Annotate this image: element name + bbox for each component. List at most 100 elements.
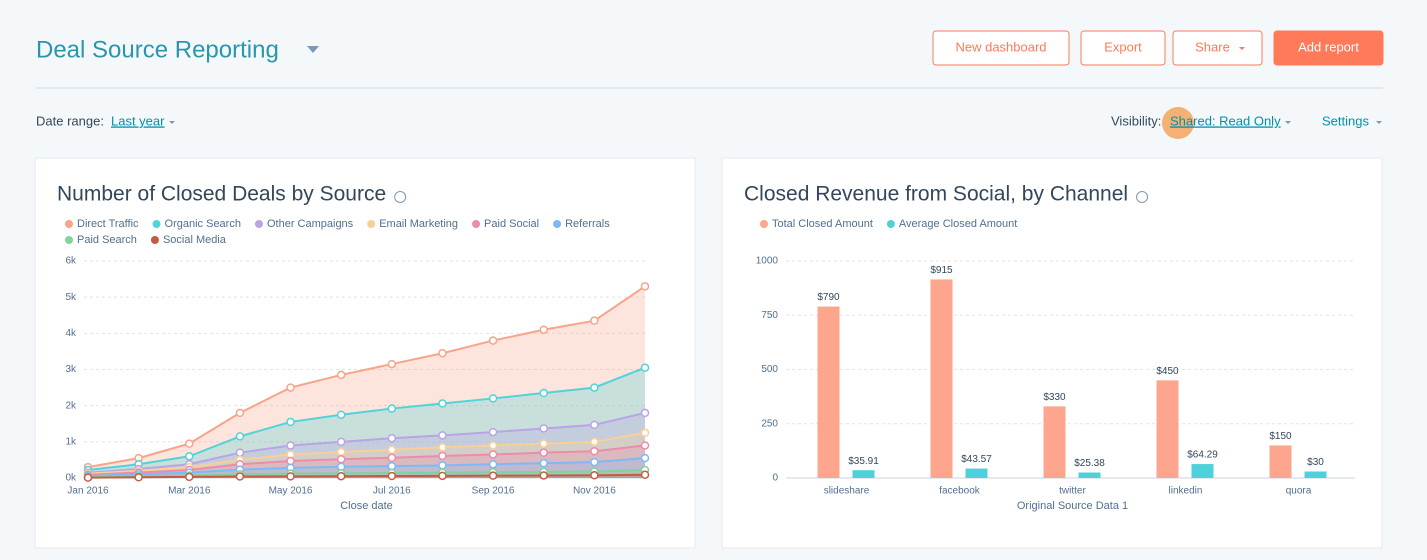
x-tick-label: linkedin <box>1169 486 1203 497</box>
button-label[interactable]: Export <box>1104 39 1142 54</box>
data-point[interactable] <box>336 370 346 380</box>
series-line <box>87 457 646 477</box>
data-point[interactable] <box>590 420 599 430</box>
data-point[interactable] <box>640 453 650 463</box>
data-point[interactable] <box>539 471 548 480</box>
data-point[interactable] <box>387 445 397 455</box>
bar[interactable] <box>1043 406 1066 478</box>
data-point[interactable] <box>488 471 498 480</box>
data-point[interactable] <box>590 383 599 392</box>
data-point[interactable] <box>488 394 498 403</box>
button[interactable] <box>1273 30 1384 66</box>
data-point[interactable] <box>438 348 447 358</box>
legend-dot <box>152 220 161 228</box>
x-axis-title: Original Source Data 1 <box>1017 500 1128 512</box>
data-point[interactable] <box>336 454 346 464</box>
bar[interactable] <box>930 279 953 478</box>
data-point[interactable] <box>488 336 498 345</box>
data-point[interactable] <box>488 441 498 450</box>
data-point[interactable] <box>438 461 447 470</box>
data-point[interactable] <box>336 437 346 447</box>
bar[interactable] <box>852 470 875 478</box>
data-point[interactable] <box>539 325 548 334</box>
data-point[interactable] <box>235 408 245 418</box>
data-point[interactable] <box>590 446 599 456</box>
data-point[interactable] <box>438 471 447 481</box>
data-point[interactable] <box>488 450 498 459</box>
data-point[interactable] <box>590 437 599 447</box>
data-point[interactable] <box>488 460 498 469</box>
data-point[interactable] <box>286 456 295 466</box>
chart-title: Closed Revenue from Social, by Channel <box>744 183 1128 206</box>
data-point[interactable] <box>387 453 397 462</box>
data-point[interactable] <box>640 363 650 372</box>
data-point[interactable] <box>185 472 194 482</box>
page-title[interactable]: Deal Source Reporting <box>36 36 279 63</box>
data-point[interactable] <box>640 408 650 418</box>
legend-label: Paid Search <box>77 234 137 246</box>
data-point[interactable] <box>438 431 447 440</box>
data-point[interactable] <box>286 472 295 481</box>
legend-dot <box>553 220 562 228</box>
data-point[interactable] <box>438 443 447 452</box>
data-point[interactable] <box>640 470 650 479</box>
legend-label: Organic Search <box>165 218 241 230</box>
data-point[interactable] <box>286 441 295 450</box>
button[interactable] <box>932 30 1070 66</box>
series-line <box>87 366 646 472</box>
value-label: $30 <box>1307 457 1324 468</box>
data-point[interactable] <box>387 461 397 471</box>
bar[interactable] <box>1269 445 1292 478</box>
date-range-value[interactable]: Last year <box>111 113 165 128</box>
title-caret[interactable] <box>307 46 319 53</box>
data-point[interactable] <box>539 448 548 457</box>
data-point[interactable] <box>640 441 650 450</box>
data-point[interactable] <box>286 417 295 427</box>
data-point[interactable] <box>336 410 346 419</box>
data-point[interactable] <box>539 458 548 468</box>
bar[interactable] <box>817 306 840 478</box>
data-point[interactable] <box>640 282 650 291</box>
data-point[interactable] <box>185 452 194 461</box>
data-point[interactable] <box>336 471 346 481</box>
bar[interactable] <box>1078 472 1101 478</box>
bar[interactable] <box>1304 471 1327 478</box>
data-point[interactable] <box>590 471 599 480</box>
y-tick-label: 0k <box>65 473 77 484</box>
data-point[interactable] <box>387 433 397 443</box>
data-point[interactable] <box>539 424 548 433</box>
visibility-value[interactable]: Shared: Read Only <box>1170 113 1281 128</box>
data-point[interactable] <box>590 316 599 325</box>
settings-link[interactable]: Settings <box>1322 113 1369 128</box>
bar[interactable] <box>1156 380 1179 478</box>
data-point[interactable] <box>590 457 599 467</box>
data-point[interactable] <box>235 432 245 441</box>
data-point[interactable] <box>438 399 447 408</box>
x-tick-label: Jul 2016 <box>373 486 411 497</box>
button-label[interactable]: New dashboard <box>955 39 1046 54</box>
data-point[interactable] <box>134 473 143 482</box>
button[interactable] <box>1172 30 1263 66</box>
bar[interactable] <box>965 468 988 478</box>
value-label: $64.29 <box>1187 450 1218 461</box>
data-point[interactable] <box>539 439 548 448</box>
button[interactable] <box>1080 30 1166 66</box>
x-tick-label: facebook <box>939 486 981 497</box>
data-point[interactable] <box>83 473 93 482</box>
data-point[interactable] <box>387 471 397 481</box>
data-point[interactable] <box>488 427 498 437</box>
data-point[interactable] <box>539 388 548 398</box>
data-point[interactable] <box>235 448 245 457</box>
data-point[interactable] <box>387 359 397 369</box>
data-point[interactable] <box>438 451 447 461</box>
button-label[interactable]: Share <box>1195 39 1230 54</box>
data-point[interactable] <box>235 472 245 481</box>
highlight-dot <box>1162 107 1194 139</box>
button-label[interactable]: Add report <box>1298 39 1359 54</box>
data-point[interactable] <box>286 383 295 392</box>
bar[interactable] <box>1191 464 1214 478</box>
data-point[interactable] <box>640 428 650 438</box>
data-point[interactable] <box>185 439 194 448</box>
data-point[interactable] <box>387 404 397 413</box>
data-point[interactable] <box>336 447 346 457</box>
